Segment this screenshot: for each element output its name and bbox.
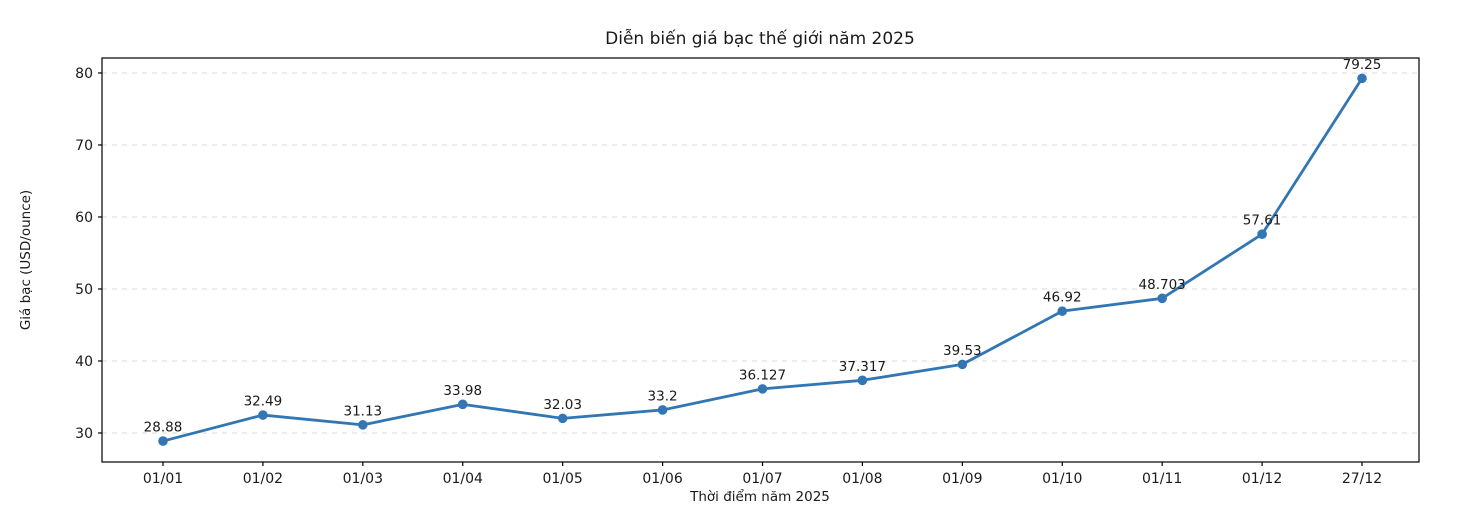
data-point-marker (557, 413, 568, 424)
x-axis-label: Thời điểm năm 2025 (689, 488, 830, 505)
data-point-label: 28.88 (144, 420, 183, 436)
data-point-label: 79.25 (1343, 57, 1382, 73)
x-tick-label: 01/09 (942, 471, 982, 487)
x-tick-label: 01/03 (343, 471, 383, 487)
x-tick-label: 01/06 (642, 471, 682, 487)
data-point-marker (1057, 306, 1068, 316)
chart-title: Diễn biến giá bạc thế giới năm 2025 (605, 28, 915, 49)
plot-border (101, 57, 1420, 463)
data-point-marker (657, 405, 668, 415)
x-tick-label: 01/11 (1142, 471, 1182, 487)
data-point-marker (358, 420, 368, 430)
data-point-marker (1357, 73, 1367, 84)
x-tick-label: 01/01 (143, 471, 183, 487)
data-point-label: 46.92 (1043, 290, 1082, 306)
x-tick-label: 27/12 (1342, 471, 1382, 487)
data-point-label: 37.317 (839, 359, 886, 375)
data-point-label: 39.53 (943, 343, 982, 359)
data-point-label: 36.127 (739, 367, 786, 383)
data-point-marker (757, 384, 768, 394)
data-point-marker (857, 375, 868, 386)
data-point-marker (1157, 293, 1167, 304)
y-tick-label: 40 (75, 354, 93, 370)
data-point-label: 33.2 (648, 388, 678, 404)
data-point-marker (158, 436, 168, 446)
data-point-marker (1257, 229, 1267, 239)
x-tick-label: 01/05 (542, 471, 582, 487)
data-point-label: 57.61 (1243, 213, 1282, 229)
data-point-label: 33.98 (443, 383, 482, 399)
y-tick-label: 70 (75, 138, 93, 154)
data-point-marker (457, 399, 468, 410)
x-tick-label: 01/10 (1042, 471, 1082, 487)
data-point-label: 32.49 (244, 394, 283, 410)
data-point-label: 48.703 (1139, 277, 1186, 293)
x-tick-label: 01/07 (742, 471, 782, 487)
x-tick-label: 01/08 (842, 471, 882, 487)
x-tick-label: 01/04 (443, 471, 483, 487)
data-point-label: 31.13 (344, 403, 383, 419)
data-point-marker (258, 410, 268, 420)
x-tick-label: 01/02 (243, 471, 283, 487)
y-tick-label: 50 (75, 282, 93, 298)
y-tick-label: 30 (75, 426, 93, 442)
x-tick-label: 01/12 (1242, 471, 1282, 487)
y-tick-label: 60 (75, 210, 93, 226)
data-point-marker (957, 359, 968, 370)
y-tick-label: 80 (75, 66, 93, 82)
data-point-label: 32.03 (543, 397, 582, 413)
y-axis-label: Giá bạc (USD/ounce) (18, 190, 34, 330)
